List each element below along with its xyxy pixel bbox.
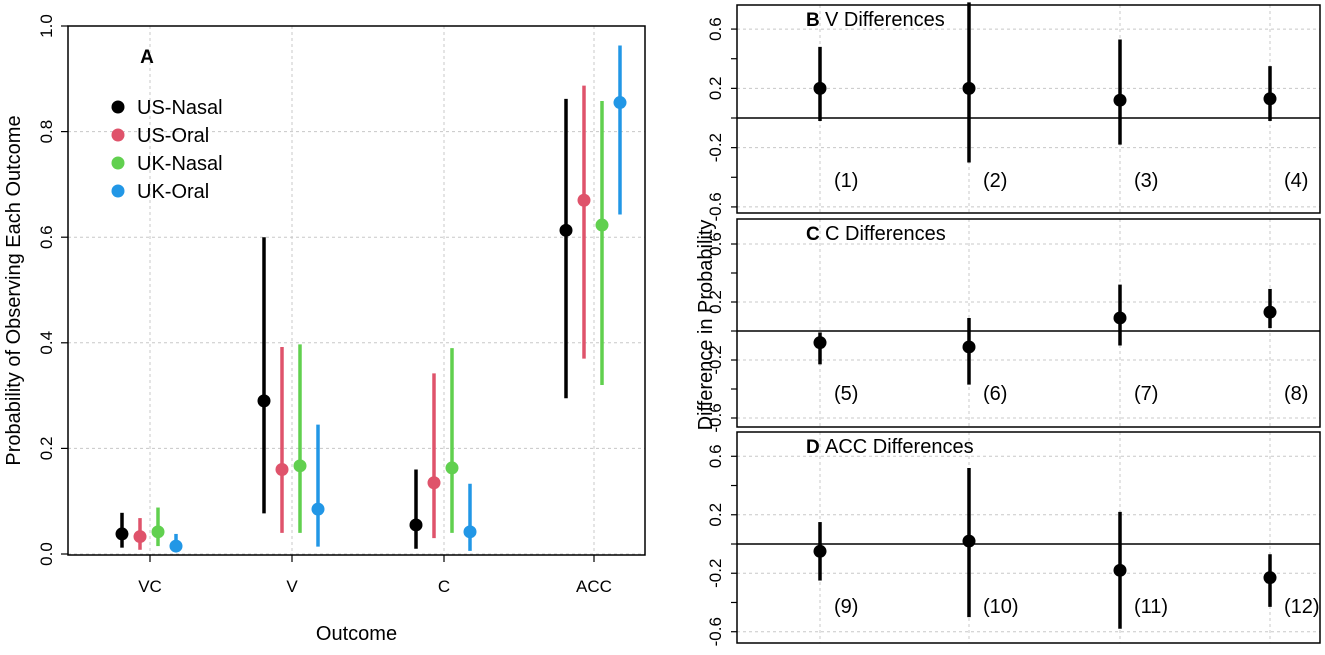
panel-letter: B xyxy=(806,10,825,31)
panel-title: D ACC Differences xyxy=(806,436,974,458)
panel-d-acc-differences: -0.6 -0.2 0.2 0.6 D ACC Differences (9) (10) (1… xyxy=(706,431,1321,646)
data-point xyxy=(1263,571,1277,585)
y-tick-label: 0.6 xyxy=(37,225,56,249)
panel-a-frame xyxy=(67,25,646,556)
legend-marker xyxy=(111,156,125,170)
comparison-label: (4) xyxy=(1284,170,1308,192)
y-tick-label: 0.6 xyxy=(706,232,725,256)
panel-frame xyxy=(736,4,1321,214)
y-tick-label: 0.0 xyxy=(37,542,56,566)
comparison-label: (1) xyxy=(834,170,858,192)
data-point xyxy=(257,394,271,408)
panel-c-c-differences: -0.6 -0.2 0.2 0.6 C C Differences (5) (6) (7) (8… xyxy=(706,218,1321,433)
y-tick-label: 0.2 xyxy=(37,437,56,461)
legend-marker xyxy=(111,100,125,114)
x-tick-label: C xyxy=(438,577,450,596)
panel-letter: C xyxy=(806,224,825,245)
comparison-label: (7) xyxy=(1134,383,1158,405)
panel-title-text: ACC Differences xyxy=(825,436,974,458)
y-tick-label: -0.6 xyxy=(706,192,725,221)
x-tick-label: VC xyxy=(138,577,162,596)
legend-label: UK-Nasal xyxy=(137,153,223,175)
y-tick-label: -0.2 xyxy=(706,559,725,588)
data-point xyxy=(445,461,459,475)
comparison-label: (3) xyxy=(1134,170,1158,192)
y-tick-label: 0.2 xyxy=(706,503,725,527)
comparison-label: (9) xyxy=(834,596,858,618)
comparison-label: (8) xyxy=(1284,383,1308,405)
y-tick-label: 0.8 xyxy=(37,120,56,144)
data-point xyxy=(559,223,573,237)
comparison-label: (5) xyxy=(834,383,858,405)
comparison-label: (2) xyxy=(983,170,1007,192)
data-point xyxy=(962,534,976,548)
legend-marker xyxy=(111,128,125,142)
data-point xyxy=(1113,311,1127,325)
panel-title-text: C Differences xyxy=(825,223,946,245)
data-point xyxy=(813,336,827,350)
data-point xyxy=(311,502,325,516)
x-tick-label: ACC xyxy=(576,577,612,596)
data-point xyxy=(427,476,441,490)
data-point xyxy=(813,544,827,558)
data-point xyxy=(1263,92,1277,106)
y-tick-label: 0.2 xyxy=(706,290,725,314)
comparison-label: (6) xyxy=(983,383,1007,405)
y-tick-label: 0.2 xyxy=(706,77,725,101)
data-point xyxy=(962,340,976,354)
x-axis-label: Outcome xyxy=(316,623,397,645)
panel-frame xyxy=(736,218,1321,428)
x-tick-label: V xyxy=(286,577,298,596)
y-tick-label: -0.2 xyxy=(706,133,725,162)
data-point xyxy=(409,518,423,532)
data-point xyxy=(1113,563,1127,577)
y-axis-label: Probability of Observing Each Outcome xyxy=(3,115,25,465)
comparison-label: (11) xyxy=(1134,596,1168,618)
panel-letter-a: A xyxy=(140,47,154,68)
y-tick-label: 0.6 xyxy=(706,444,725,468)
comparison-label: (10) xyxy=(983,596,1019,618)
data-point xyxy=(151,525,165,539)
y-tick-label: 0.4 xyxy=(37,331,56,355)
legend-label: US-Nasal xyxy=(137,97,223,119)
data-point xyxy=(595,218,609,232)
y-tick-label: -0.6 xyxy=(706,403,725,432)
y-tick-label: -0.2 xyxy=(706,345,725,374)
panel-title-text: V Differences xyxy=(825,9,945,31)
data-point xyxy=(169,539,183,553)
data-point xyxy=(1113,93,1127,107)
y-tick-label: 1.0 xyxy=(37,14,56,38)
comparison-label: (12) xyxy=(1284,596,1320,618)
legend-marker xyxy=(111,184,125,198)
legend-label: US-Oral xyxy=(137,125,209,147)
panel-title: C C Differences xyxy=(806,223,946,245)
data-point xyxy=(962,81,976,95)
panel-b-v-differences: -0.6 -0.2 0.2 0.6 B V Differences (1) (2) (3) (4… xyxy=(706,2,1321,222)
y-tick-label: 0.6 xyxy=(706,17,725,41)
data-point xyxy=(293,459,307,473)
panel-title: B V Differences xyxy=(806,9,945,31)
data-point xyxy=(1263,305,1277,319)
panel-frame xyxy=(736,431,1321,644)
data-point xyxy=(463,525,477,539)
data-point xyxy=(613,96,627,110)
data-point xyxy=(275,463,289,477)
y-tick-label: -0.6 xyxy=(706,617,725,646)
right-y-axis-label: Difference in Probability xyxy=(695,220,717,431)
data-point xyxy=(115,527,129,541)
data-point xyxy=(577,193,591,207)
legend-label: UK-Oral xyxy=(137,181,209,203)
data-point xyxy=(813,81,827,95)
data-point xyxy=(133,530,147,544)
panel-letter: D xyxy=(806,437,825,458)
